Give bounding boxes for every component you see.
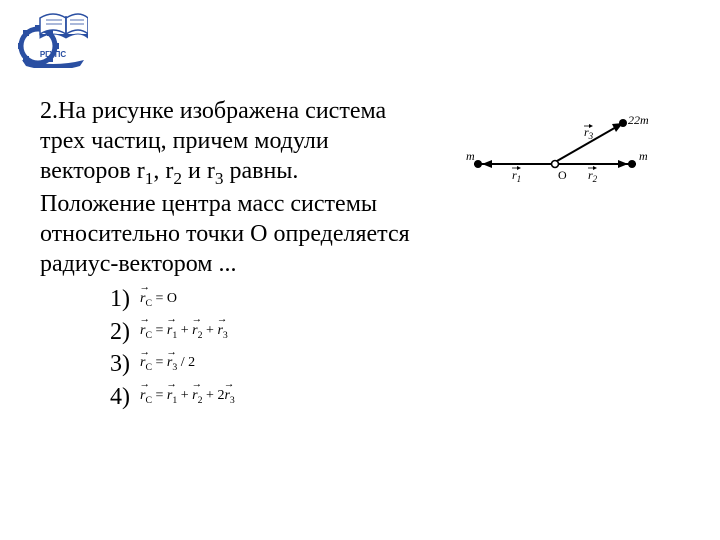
q-line3-mid2: и r [182,158,215,184]
physics-diagram: m m O r1 r2 [460,112,650,197]
answer-4-num: 4) [110,381,130,413]
label-m-right: m [639,149,648,163]
q-line3-pre: векторов r [40,158,145,184]
label-2m: 2m [634,113,649,127]
svg-text:r3: r3 [584,125,594,141]
label-r2-sub: 2 [593,174,598,184]
answer-1: 1) rC = О [110,283,680,315]
label-r1-sub: 1 [517,174,522,184]
label-O: O [558,168,567,182]
slide-content: 2.На рисунке изображена система трех час… [40,96,680,413]
answer-2-num: 2) [110,316,130,348]
svg-text:r1: r1 [512,168,521,184]
logo-text: РГУПС [40,50,67,59]
answer-4: 4) rC = r1 + r2 + 2r3 [110,381,680,413]
q-line3-mid1: , r [153,158,173,184]
q-line4: Положение центра масс системы [40,191,377,217]
svg-text:22m: 22m [628,113,649,127]
label-r3-sub: 3 [588,131,594,141]
q-line5: относительно точки О определяется [40,221,410,247]
university-logo: РГУПС [18,8,88,68]
answer-3-formula: rC = r3 / 2 [140,354,195,374]
q-line2: трех частиц, причем модули [40,128,329,154]
answer-3-num: 3) [110,348,130,380]
answer-2-formula: rC = r1 + r2 + r3 [140,322,228,342]
q-line3-post: равны. [223,158,298,184]
q-line6: радиус-вектором ... [40,251,236,277]
svg-text:r2: r2 [588,168,598,184]
q-line1: 2.На рисунке изображена система [40,98,386,124]
question-text: 2.На рисунке изображена система трех час… [40,96,440,279]
answer-list: 1) rC = О 2) rC = r1 + r2 + r3 3) rC = r… [110,283,680,413]
answer-3: 3) rC = r3 / 2 [110,348,680,380]
answer-2: 2) rC = r1 + r2 + r3 [110,316,680,348]
q-sub2: 2 [173,169,182,188]
book-icon [40,14,88,38]
answer-1-num: 1) [110,283,130,315]
label-m-left: m [466,149,475,163]
answer-1-formula: rC = О [140,290,177,310]
answer-4-formula: rC = r1 + r2 + 2r3 [140,387,235,407]
